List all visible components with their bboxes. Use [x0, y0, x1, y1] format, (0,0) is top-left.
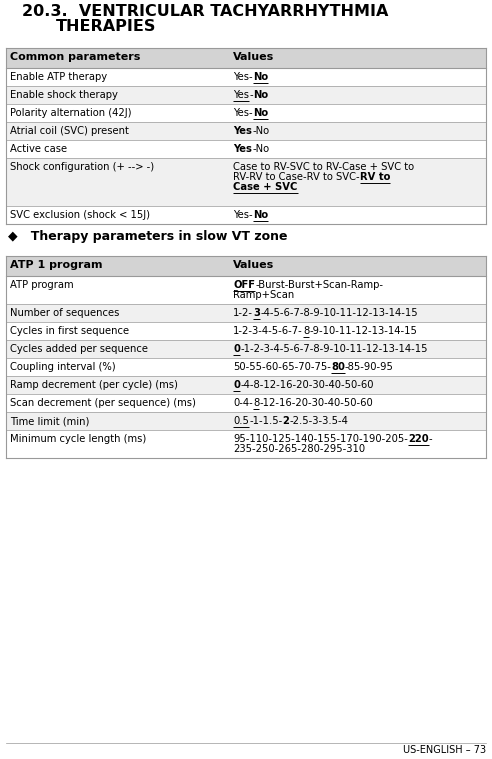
Text: OFF: OFF: [233, 280, 255, 290]
Text: Yes-: Yes-: [233, 108, 253, 118]
Text: Enable ATP therapy: Enable ATP therapy: [10, 72, 107, 82]
Text: 1-2-3-4-5-6-7-: 1-2-3-4-5-6-7-: [233, 326, 303, 336]
Text: Yes: Yes: [233, 90, 249, 100]
Text: Yes: Yes: [233, 144, 252, 154]
Text: Values: Values: [233, 260, 275, 270]
Bar: [6, 122, 486, 140]
Text: 2: 2: [282, 416, 289, 426]
Bar: [6, 340, 486, 358]
Text: Yes: Yes: [233, 126, 252, 136]
Text: 50-55-60-65-70-75-: 50-55-60-65-70-75-: [233, 362, 331, 372]
Text: 220: 220: [408, 434, 429, 444]
Text: Scan decrement (per sequence) (ms): Scan decrement (per sequence) (ms): [10, 398, 196, 408]
Text: ATP program: ATP program: [10, 280, 74, 290]
Bar: [6, 256, 486, 276]
Text: ATP 1 program: ATP 1 program: [10, 260, 102, 270]
Text: -1-2-3-4-5-6-7-8-9-10-11-12-13-14-15: -1-2-3-4-5-6-7-8-9-10-11-12-13-14-15: [240, 344, 428, 354]
Text: Values: Values: [233, 52, 275, 62]
Bar: [6, 412, 486, 430]
Text: THERAPIES: THERAPIES: [56, 19, 156, 34]
Text: Time limit (min): Time limit (min): [10, 416, 90, 426]
Text: Common parameters: Common parameters: [10, 52, 140, 62]
Text: No: No: [253, 72, 268, 82]
Text: SVC exclusion (shock < 15J): SVC exclusion (shock < 15J): [10, 210, 150, 220]
Bar: [6, 158, 486, 206]
Text: Minimum cycle length (ms): Minimum cycle length (ms): [10, 434, 146, 444]
Bar: [6, 376, 486, 394]
Text: -1-1.5-: -1-1.5-: [249, 416, 282, 426]
Bar: [6, 86, 486, 104]
Text: -No: -No: [252, 144, 269, 154]
Text: Cycles added per sequence: Cycles added per sequence: [10, 344, 148, 354]
Text: -9-10-11-12-13-14-15: -9-10-11-12-13-14-15: [309, 326, 417, 336]
Text: Coupling interval (%): Coupling interval (%): [10, 362, 116, 372]
Text: -No: -No: [252, 126, 269, 136]
Text: RV-RV to Case-RV to SVC-: RV-RV to Case-RV to SVC-: [233, 172, 360, 182]
Bar: [6, 48, 486, 68]
Text: 80: 80: [331, 362, 345, 372]
Text: ◆   Therapy parameters in slow VT zone: ◆ Therapy parameters in slow VT zone: [8, 230, 287, 243]
Text: 0: 0: [233, 380, 240, 390]
Text: Cycles in first sequence: Cycles in first sequence: [10, 326, 129, 336]
Text: No: No: [253, 210, 268, 220]
Text: Yes-: Yes-: [233, 72, 253, 82]
Text: 0-4-: 0-4-: [233, 398, 253, 408]
Text: 95-110-125-140-155-170-190-205-: 95-110-125-140-155-170-190-205-: [233, 434, 408, 444]
Text: 0: 0: [233, 344, 240, 354]
Text: -85-90-95: -85-90-95: [345, 362, 394, 372]
Text: 0.5: 0.5: [233, 416, 249, 426]
Text: Active case: Active case: [10, 144, 67, 154]
Text: Polarity alternation (42J): Polarity alternation (42J): [10, 108, 131, 118]
Text: 20.3.  VENTRICULAR TACHYARRHYTHMIA: 20.3. VENTRICULAR TACHYARRHYTHMIA: [22, 4, 388, 19]
Text: -Burst-Burst+Scan-Ramp-: -Burst-Burst+Scan-Ramp-: [255, 280, 383, 290]
Text: Shock configuration (+ --> -): Shock configuration (+ --> -): [10, 162, 154, 172]
Text: -4-8-12-16-20-30-40-50-60: -4-8-12-16-20-30-40-50-60: [240, 380, 373, 390]
Text: US-ENGLISH – 73: US-ENGLISH – 73: [403, 745, 486, 755]
Text: -12-16-20-30-40-50-60: -12-16-20-30-40-50-60: [259, 398, 373, 408]
Bar: [6, 304, 486, 322]
Text: -: -: [249, 90, 253, 100]
Text: 8: 8: [253, 398, 259, 408]
Text: 3: 3: [253, 308, 260, 318]
Text: Atrial coil (SVC) present: Atrial coil (SVC) present: [10, 126, 129, 136]
Text: RV to: RV to: [360, 172, 390, 182]
Text: Ramp+Scan: Ramp+Scan: [233, 290, 294, 300]
Text: 8: 8: [303, 326, 309, 336]
Text: -4-5-6-7-8-9-10-11-12-13-14-15: -4-5-6-7-8-9-10-11-12-13-14-15: [260, 308, 418, 318]
Text: 1-2-: 1-2-: [233, 308, 253, 318]
Text: Number of sequences: Number of sequences: [10, 308, 120, 318]
Text: Case to RV-SVC to RV-Case + SVC to: Case to RV-SVC to RV-Case + SVC to: [233, 162, 414, 172]
Text: -2.5-3-3.5-4: -2.5-3-3.5-4: [289, 416, 348, 426]
Text: -: -: [429, 434, 432, 444]
Text: Enable shock therapy: Enable shock therapy: [10, 90, 118, 100]
Text: Yes-: Yes-: [233, 210, 253, 220]
Text: Case + SVC: Case + SVC: [233, 182, 298, 192]
Text: Ramp decrement (per cycle) (ms): Ramp decrement (per cycle) (ms): [10, 380, 178, 390]
Text: No: No: [253, 90, 268, 100]
Text: No: No: [253, 108, 268, 118]
Text: 235-250-265-280-295-310: 235-250-265-280-295-310: [233, 444, 366, 454]
